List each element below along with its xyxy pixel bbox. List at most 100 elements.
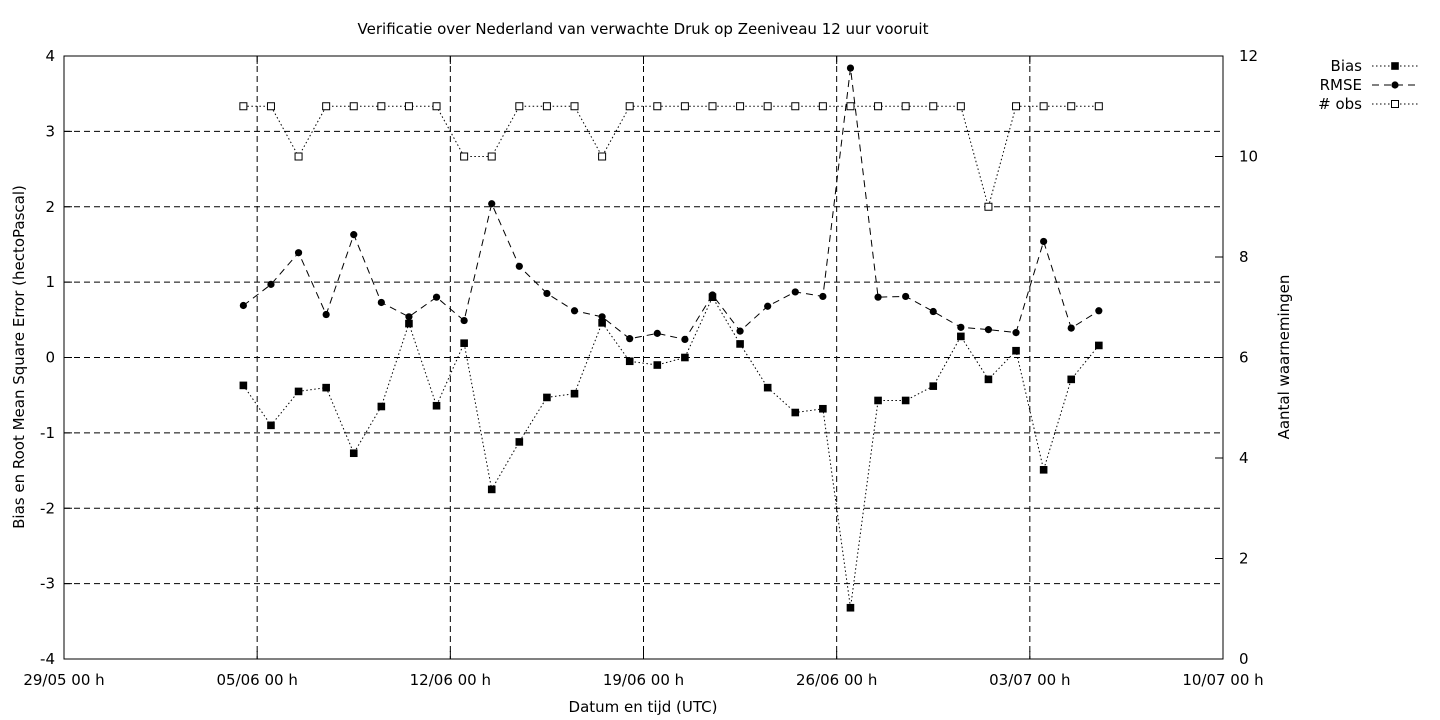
x-tick-label: 05/06 00 h [216, 671, 297, 689]
point [349, 449, 358, 458]
point [543, 393, 551, 402]
point [515, 102, 524, 111]
plot-frame [63, 55, 1224, 660]
y2-axis-label: Aantal waarnemingen [1275, 275, 1293, 440]
point [1095, 307, 1103, 315]
point [681, 335, 689, 344]
legend-label: RMSE [1320, 76, 1362, 94]
point [570, 389, 579, 398]
y-tick-label: -3 [40, 575, 55, 593]
point [1040, 237, 1048, 246]
series-line [242, 296, 1100, 608]
point [929, 102, 938, 111]
y2-tick-label: 0 [1239, 650, 1249, 668]
point [708, 102, 717, 111]
point [625, 357, 634, 366]
point [626, 335, 634, 343]
point [1012, 329, 1020, 337]
point [267, 280, 275, 288]
point [736, 102, 745, 111]
point [653, 329, 661, 337]
series-rmse [239, 64, 1103, 344]
point [1094, 102, 1103, 111]
x-tick-label: 26/06 00 h [796, 671, 877, 689]
point [570, 307, 579, 315]
y-tick-label: -1 [40, 424, 55, 442]
point [266, 102, 275, 111]
point [487, 485, 496, 494]
point [460, 339, 468, 347]
y2-tick-label: 8 [1239, 248, 1249, 266]
point [294, 152, 303, 161]
point [1067, 102, 1076, 111]
y-tick-label: -2 [40, 499, 55, 517]
chart-title: Verificatie over Nederland van verwachte… [358, 20, 929, 38]
point [1039, 466, 1048, 474]
point [405, 319, 413, 328]
point [874, 102, 883, 111]
point [791, 102, 800, 111]
grid [64, 56, 1223, 659]
point [322, 383, 330, 392]
point [1391, 62, 1399, 70]
series-bias [239, 293, 1103, 612]
point [929, 307, 937, 316]
point [902, 292, 910, 301]
legend-label: # obs [1318, 95, 1362, 113]
point [1095, 341, 1103, 350]
point [239, 381, 248, 390]
point [846, 102, 855, 111]
series-layer [239, 64, 1103, 612]
point [736, 340, 744, 348]
point [350, 231, 358, 239]
point [984, 202, 993, 211]
point [432, 293, 441, 301]
y-tick-label: -4 [40, 650, 55, 668]
point [570, 102, 579, 111]
y2-tick-labels: 0 2 4 6 8 10 12 [1239, 47, 1258, 668]
x-tick-label: 10/07 00 h [1182, 671, 1263, 689]
x-tick-label: 29/05 00 h [23, 671, 104, 689]
point [819, 404, 827, 413]
y-tick-label: 1 [45, 273, 55, 291]
point [901, 396, 910, 405]
point [1012, 102, 1021, 111]
point [984, 375, 993, 384]
point [874, 293, 882, 301]
point [957, 323, 965, 331]
y2-tick-label: 12 [1239, 47, 1258, 65]
point [515, 438, 524, 446]
point [322, 102, 331, 111]
point [267, 421, 275, 430]
y-tick-label: 4 [45, 47, 55, 65]
y2-tick-label: 10 [1239, 148, 1258, 166]
point [543, 289, 551, 298]
point [598, 313, 606, 321]
point [957, 332, 965, 341]
point [763, 102, 772, 111]
point [956, 102, 965, 111]
point [680, 102, 689, 111]
legend-item: # obs [1318, 95, 1418, 113]
point [818, 102, 827, 111]
point [1039, 102, 1048, 111]
point [1391, 81, 1399, 89]
point [1012, 346, 1020, 355]
y-axis-label: Bias en Root Mean Square Error (hectoPas… [10, 185, 28, 529]
point [294, 387, 303, 396]
legend-item: RMSE [1320, 76, 1418, 94]
point [460, 316, 468, 325]
point [349, 102, 358, 111]
point [901, 102, 910, 111]
point [322, 310, 330, 319]
y-tick-label: 2 [45, 198, 55, 216]
point [239, 102, 248, 111]
point [764, 302, 772, 310]
point [598, 152, 607, 161]
point [432, 102, 441, 111]
point [846, 64, 855, 72]
point [488, 200, 496, 208]
y2-tick-label: 6 [1239, 349, 1249, 367]
